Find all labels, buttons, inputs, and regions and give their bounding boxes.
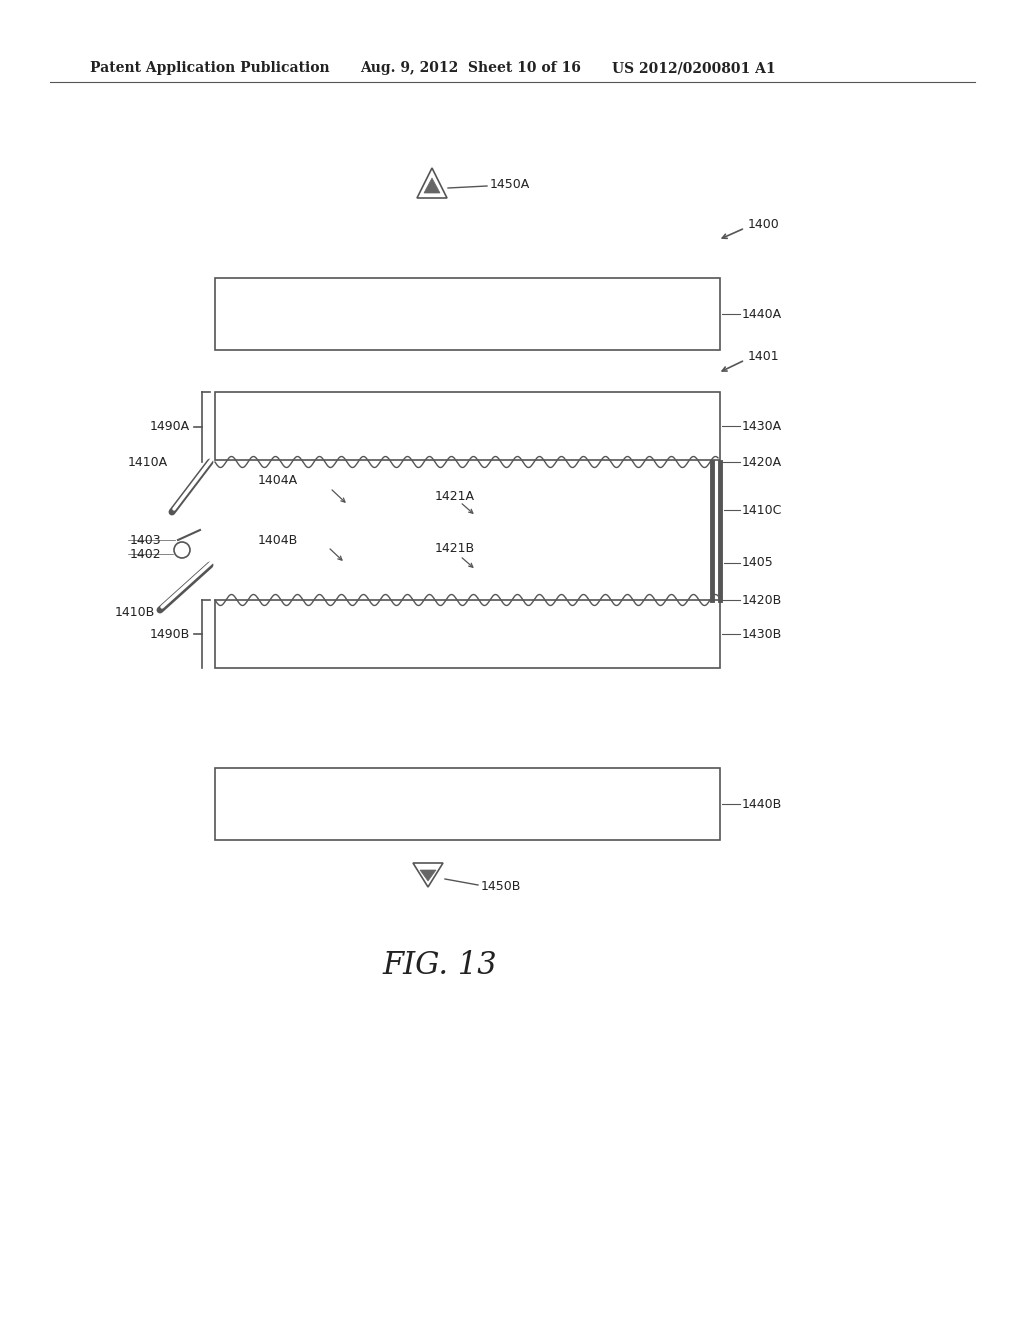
Text: 1490B: 1490B [150, 627, 190, 640]
Text: 1421B: 1421B [435, 543, 475, 556]
Text: 1403: 1403 [130, 533, 162, 546]
Bar [215, 392, 720, 459]
Text: 1400: 1400 [748, 219, 779, 231]
Text: 1404B: 1404B [258, 533, 298, 546]
Text: 1410C: 1410C [742, 503, 782, 516]
Text: 1430B: 1430B [742, 627, 782, 640]
Text: 1402: 1402 [130, 548, 162, 561]
Polygon shape [420, 870, 436, 880]
Text: 1420B: 1420B [742, 594, 782, 606]
Text: 1410A: 1410A [128, 455, 168, 469]
Text: Patent Application Publication: Patent Application Publication [90, 61, 330, 75]
Bar [215, 601, 720, 668]
Text: 1405: 1405 [742, 557, 774, 569]
Text: 1450A: 1450A [490, 178, 530, 191]
Polygon shape [424, 178, 440, 193]
Text: 1430A: 1430A [742, 420, 782, 433]
Text: Sheet 10 of 16: Sheet 10 of 16 [468, 61, 581, 75]
Text: 1490A: 1490A [150, 421, 190, 433]
Text: FIG. 13: FIG. 13 [383, 949, 498, 981]
Text: 1421A: 1421A [435, 490, 475, 503]
Text: 1404A: 1404A [258, 474, 298, 487]
Text: 1440B: 1440B [742, 797, 782, 810]
Text: 1410B: 1410B [115, 606, 155, 619]
Text: 1401: 1401 [748, 351, 779, 363]
Text: 1420A: 1420A [742, 455, 782, 469]
Text: 1450B: 1450B [481, 879, 521, 892]
Bar [215, 768, 720, 840]
Bar [215, 279, 720, 350]
Text: 1440A: 1440A [742, 308, 782, 321]
Text: US 2012/0200801 A1: US 2012/0200801 A1 [612, 61, 775, 75]
Text: Aug. 9, 2012: Aug. 9, 2012 [360, 61, 459, 75]
